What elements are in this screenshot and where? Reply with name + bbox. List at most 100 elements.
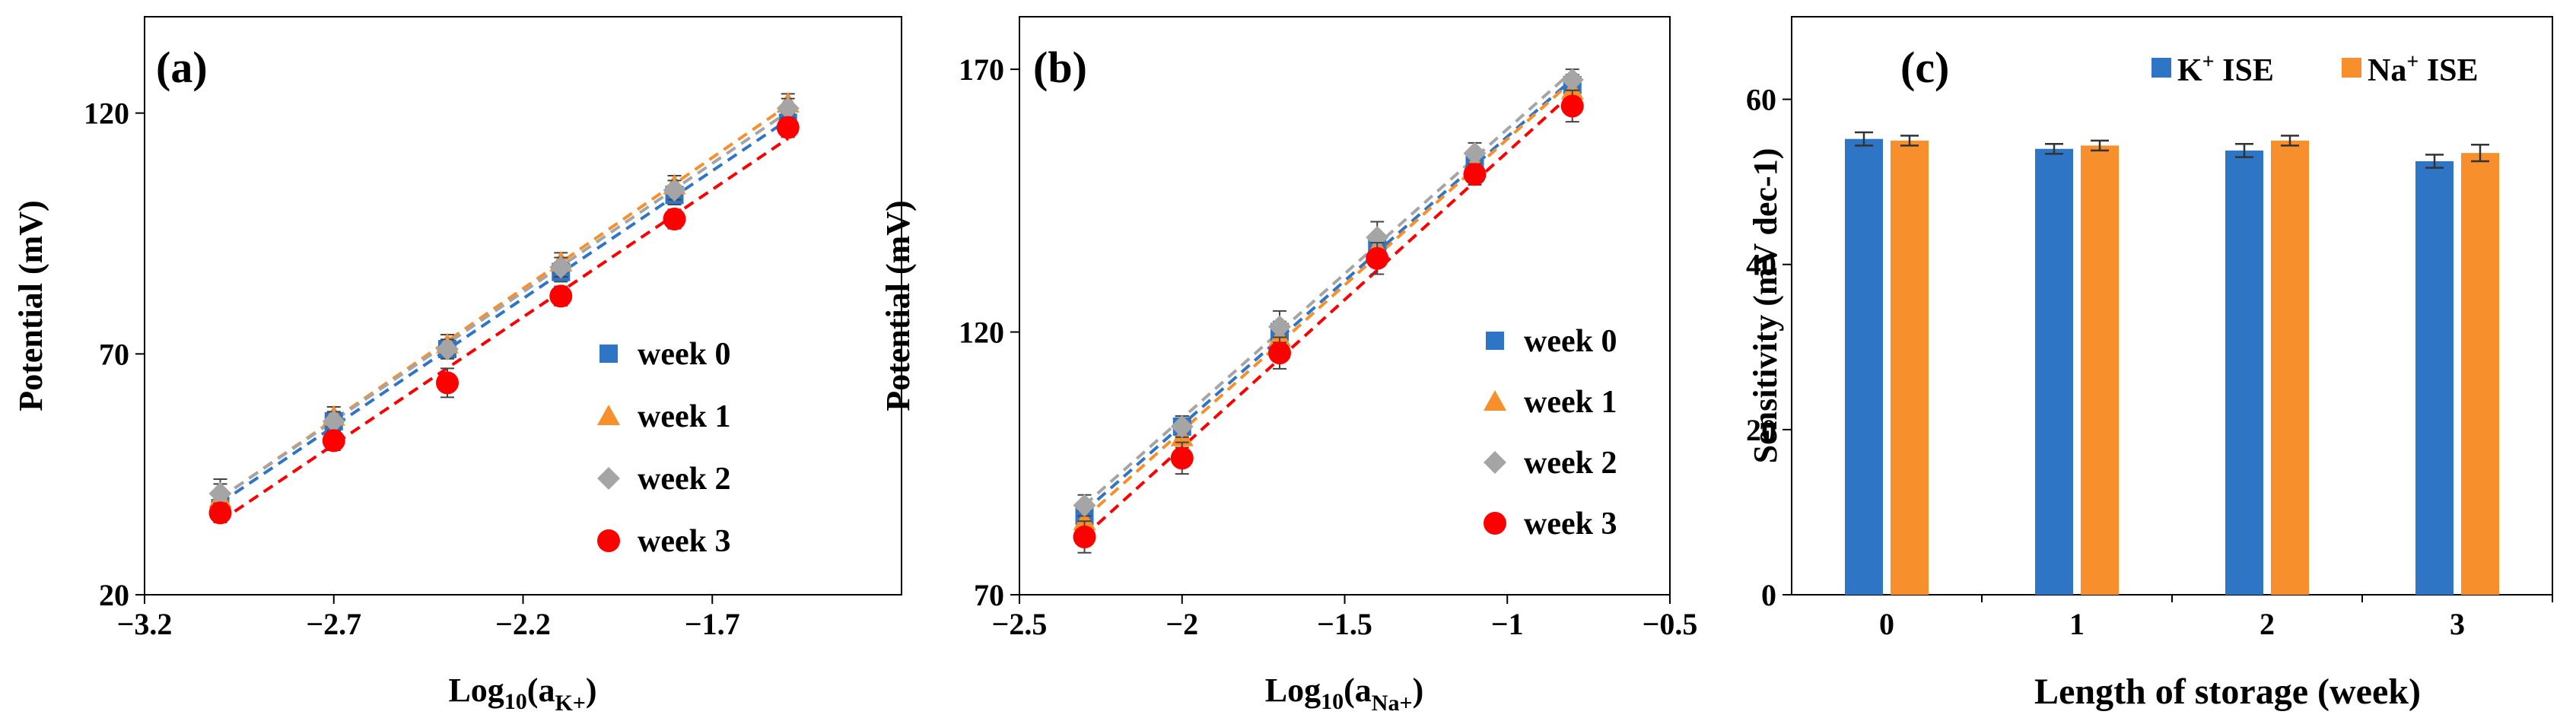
panel-b-ylabel: Potential (mV) [879, 200, 917, 411]
panel-a-point-2-1 [322, 410, 345, 433]
panel-a-point-3-0 [208, 501, 232, 525]
panel-b-xtick-label-4: −0.5 [1643, 607, 1698, 641]
panel-a-fit-line-0 [219, 118, 789, 505]
panel-a-legend-label-0: week 0 [638, 337, 730, 372]
panel-b-legend-marker-1 [1484, 390, 1506, 411]
panel-a-point-2-5 [776, 97, 800, 120]
panel-a-legend-marker-3 [597, 529, 620, 552]
panel-b-fit-line-2 [1083, 70, 1574, 507]
panel-c-ytick-label-0: 0 [1761, 578, 1776, 612]
panel-a-legend-label-1: week 1 [638, 399, 730, 434]
panel-b-fit-line-1 [1083, 79, 1574, 520]
panel-a-ytick-label-2: 120 [84, 97, 129, 131]
panel-c-xlabel: Length of storage (week) [2034, 672, 2421, 712]
panel-b-point-3-0 [1073, 526, 1096, 548]
panel-c-legend-rest-1: ISE [2419, 53, 2478, 88]
panel-a-label: (a) [156, 43, 208, 92]
panel-c-bar-1-3 [2461, 153, 2499, 596]
panel-a-xlabel: Log10(aK+) [448, 672, 596, 716]
panel-a-legend-label-2: week 2 [638, 462, 730, 497]
panel-b-point-2-5 [1560, 68, 1584, 91]
panel-b-point-3-4 [1463, 163, 1487, 186]
panel-a-point-2-3 [549, 256, 573, 279]
panel-b-point-3-5 [1560, 94, 1584, 118]
panel-b-point-1-0 [1073, 510, 1096, 531]
panel-a-point-2-4 [663, 179, 686, 202]
panel-b-legend-marker-3 [1484, 512, 1506, 535]
panel-a-xlabel-main: Log [448, 672, 504, 709]
panel-b-xlabel: Log10(aNa+) [1265, 672, 1423, 716]
panel-b-point-3-2 [1268, 341, 1291, 365]
panel-b-ytick-label-1: 120 [959, 316, 1004, 350]
panel-a-xlabel-base: 10 [504, 689, 527, 714]
panel-b-xlabel-main: Log [1265, 672, 1321, 709]
panel-c-legend-label-1: Na+ ISE [2368, 50, 2479, 88]
panel-c-legend-ion-0: K [2177, 53, 2202, 88]
panel-a-ytick-label-0: 20 [99, 578, 129, 612]
panel-b-point-2-0 [1073, 494, 1096, 517]
panel-c-bar-0-3 [2415, 161, 2454, 595]
panel-a-legend-marker-2 [597, 467, 620, 490]
panel-c-legend-swatch-0 [2151, 58, 2171, 78]
panel-b-fit-line-0 [1083, 78, 1574, 513]
panel-b-xlabel-paren-close: ) [1413, 672, 1424, 709]
panel-b-xtick-label-3: −1 [1491, 607, 1524, 641]
panel-a-xtick-label-0: −3.2 [117, 607, 173, 641]
panel-a-point-2-0 [208, 482, 232, 505]
panel-b-xlabel-paren-open: (a [1344, 672, 1372, 709]
panel-b-point-2-4 [1463, 141, 1487, 165]
panel-b-point-2-2 [1268, 315, 1291, 338]
panel-b-legend-marker-0 [1486, 332, 1504, 350]
panel-c-ytick-label-2: 40 [1746, 248, 1776, 282]
panel-c-legend-swatch-1 [2342, 58, 2361, 78]
panel-b-xlabel-sub: Na+ [1372, 691, 1413, 716]
panel-a-xtick-label-2: −2.2 [495, 607, 551, 641]
panel-b-ytick-label-2: 170 [959, 52, 1004, 87]
panel-b-legend-marker-2 [1484, 451, 1506, 474]
panel-a-legend-marker-0 [599, 345, 618, 363]
panel-b-ytick-label-0: 70 [974, 578, 1004, 612]
panel-b-legend-label-2: week 2 [1524, 446, 1617, 481]
panel-c-bar-0-2 [2225, 150, 2263, 595]
panel-b-xtick-label-2: −1.5 [1317, 607, 1372, 641]
panel-a-point-3-3 [549, 284, 573, 308]
panel-a-point-3-5 [776, 116, 800, 139]
panel-b-label: (b) [1033, 43, 1087, 92]
panel-b-xtick-label-0: −2.5 [992, 607, 1048, 641]
panel-b-legend-label-1: week 1 [1524, 385, 1617, 420]
panel-c-legend-rest-0: ISE [2215, 53, 2274, 88]
panel-c-chart: (c) Sensitivity (mV dec-1) Length of sto… [1746, 16, 2553, 712]
panel-c-xtick-label-0: 0 [1879, 607, 1894, 641]
panel-a-point-3-2 [436, 371, 459, 395]
panel-c-ytick-label-3: 60 [1746, 83, 1776, 117]
panel-b-xlabel-base: 10 [1321, 689, 1344, 714]
panel-c-legend-charge-0: + [2202, 50, 2215, 74]
panel-c-bar-1-0 [1891, 140, 1929, 595]
panel-a-fit-line-1 [219, 103, 789, 500]
panel-a-xlabel-sub: K+ [555, 691, 585, 716]
panel-a-legend-label-3: week 3 [638, 524, 730, 559]
panel-a-xlabel-paren-close: ) [586, 672, 597, 709]
panel-c-xtick-label-3: 3 [2450, 607, 2465, 641]
panel-a-fit-line-3 [219, 137, 789, 522]
panel-a-point-2-2 [436, 338, 459, 360]
panel-a-legend-marker-1 [597, 405, 620, 425]
panel-c-ylabel: Sensitivity (mV dec-1) [1747, 148, 1784, 464]
panel-c-ytick-label-1: 20 [1746, 413, 1776, 447]
panel-c-xtick-label-1: 1 [2069, 607, 2085, 641]
panel-a-ytick-label-1: 70 [99, 337, 129, 371]
panel-b-point-3-3 [1366, 246, 1389, 270]
panel-b-point-3-1 [1170, 446, 1194, 470]
panel-c-label: (c) [1900, 43, 1949, 92]
panel-a-xlabel-paren-open: (a [527, 672, 555, 709]
panel-c-legend-ion-1: Na [2368, 53, 2406, 88]
panel-a-ylabel: Potential (mV) [12, 200, 49, 411]
panel-a-chart: (a) Potential (mV) Log10(aK+) 20 70 120 −3.… [12, 16, 902, 716]
panel-c-bar-0-0 [1845, 138, 1883, 595]
panel-b-legend-label-3: week 3 [1524, 507, 1617, 542]
panel-a-point-3-4 [663, 208, 686, 230]
panel-a-fit-line-2 [219, 110, 789, 500]
panel-c-xtick-label-2: 2 [2260, 607, 2275, 641]
panel-c-legend-charge-1: + [2406, 50, 2419, 74]
